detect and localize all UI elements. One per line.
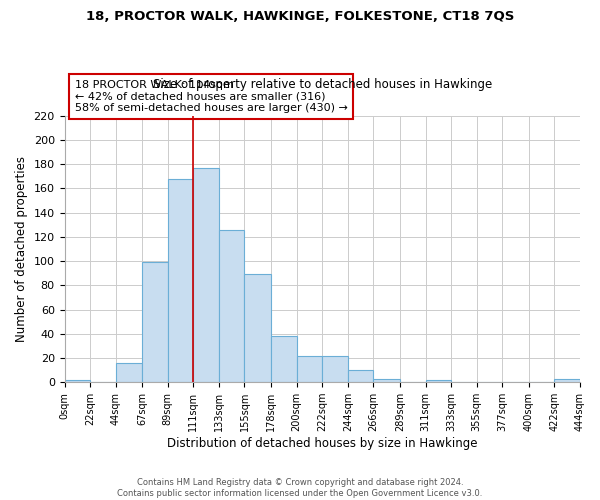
Bar [65,380,90,382]
Bar [219,230,244,382]
Bar [297,356,322,382]
Bar [193,168,219,382]
Bar [425,380,451,382]
X-axis label: Distribution of detached houses by size in Hawkinge: Distribution of detached houses by size … [167,437,478,450]
Bar [244,274,271,382]
Title: Size of property relative to detached houses in Hawkinge: Size of property relative to detached ho… [152,78,492,91]
Bar [168,179,193,382]
Bar [271,336,297,382]
Bar [116,363,142,382]
Text: 18, PROCTOR WALK, HAWKINGE, FOLKESTONE, CT18 7QS: 18, PROCTOR WALK, HAWKINGE, FOLKESTONE, … [86,10,514,23]
Bar [348,370,373,382]
Bar [142,262,168,382]
Text: 18 PROCTOR WALK: 114sqm
← 42% of detached houses are smaller (316)
58% of semi-d: 18 PROCTOR WALK: 114sqm ← 42% of detache… [75,80,348,113]
Bar [554,378,580,382]
Bar [373,378,400,382]
Text: Contains HM Land Registry data © Crown copyright and database right 2024.
Contai: Contains HM Land Registry data © Crown c… [118,478,482,498]
Bar [322,356,348,382]
Y-axis label: Number of detached properties: Number of detached properties [15,156,28,342]
